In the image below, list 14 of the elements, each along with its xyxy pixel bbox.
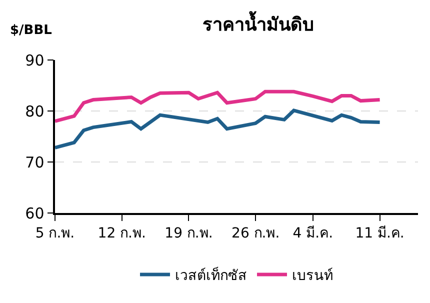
y-axis-title: $/BBL (10, 23, 52, 38)
y-tick-label: 70 (25, 153, 44, 172)
x-tick-label: 11 มี.ค. (355, 226, 404, 242)
chart-title: ราคาน้ำมันดิบ (202, 10, 314, 36)
y-tick-label: 60 (25, 204, 44, 222)
x-tick-label: 4 มี.ค. (292, 226, 334, 242)
x-tick-label: 12 ก.พ. (98, 226, 146, 242)
x-tick-label: 19 ก.พ. (164, 226, 213, 242)
x-tick-label: 5 ก.พ. (35, 226, 75, 242)
y-tick-label: 90 (25, 51, 44, 70)
x-tick-label: 26 ก.พ. (232, 226, 280, 242)
y-tick-label: 80 (25, 102, 44, 120)
legend-label: เบรนท์ (292, 266, 333, 284)
legend-label: เวสต์เท็กซัส (175, 266, 247, 284)
